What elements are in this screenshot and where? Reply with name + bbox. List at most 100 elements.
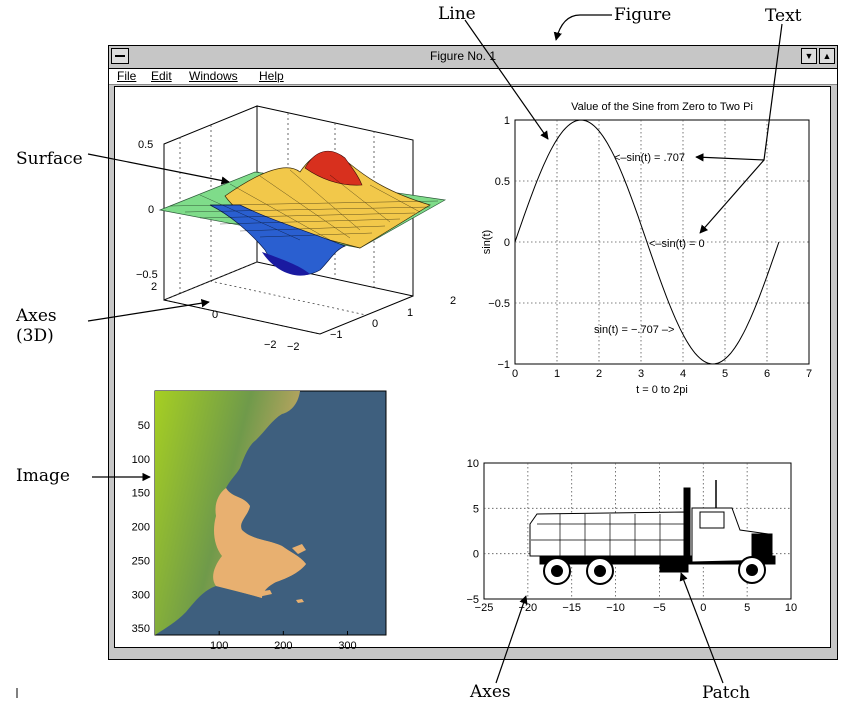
patch-x-tick: −10: [606, 602, 625, 614]
surface-mesh: [158, 150, 447, 276]
y-tick-label: 0: [212, 309, 218, 321]
truck-cab-window: [699, 511, 725, 529]
sine-x-tick: 4: [680, 368, 686, 380]
truck-patch: [529, 480, 776, 585]
y-tick-label: 2: [151, 281, 157, 293]
label-axes3d-1: Axes: [16, 306, 57, 326]
patch-x-tick: −5: [653, 602, 666, 614]
label-line: Line: [438, 4, 476, 24]
surface-axes-3d: 0.5 0 −0.5 2 0 −2 −2 −1 0 1 2: [136, 105, 456, 353]
patch-x-tick: 0: [700, 602, 706, 614]
surface-wireframe: [169, 169, 439, 241]
sine-xlabel: t = 0 to 2pi: [636, 384, 688, 396]
image-y-tick: 150: [132, 488, 150, 500]
truck-body-ribs: [531, 514, 684, 556]
menu-help[interactable]: Help: [259, 69, 284, 83]
x-tick-label: 2: [450, 295, 456, 307]
z-tick-label: 0.5: [138, 139, 153, 151]
patch-x-tick: −25: [475, 602, 494, 614]
sine-y-tick: 1: [504, 115, 510, 127]
arrow-line: [464, 19, 549, 140]
minimize-button[interactable]: ▼: [801, 48, 817, 64]
truck-fuel-tank: [659, 561, 689, 573]
sine-x-tick: 0: [512, 368, 518, 380]
maximize-button[interactable]: ▲: [819, 48, 835, 64]
sine-y-tick: 0: [504, 237, 510, 249]
sine-y-tick: −1: [497, 359, 510, 371]
truck-grille: [751, 533, 773, 561]
x-tick-label: −1: [330, 329, 343, 341]
arrow-text-2: [699, 159, 765, 234]
image-x-tick: 300: [338, 640, 356, 652]
image-y-tick: 200: [132, 522, 150, 534]
patch-y-tick: −5: [466, 594, 479, 606]
x-tick-label: −2: [287, 341, 300, 353]
menu-edit[interactable]: Edit: [151, 69, 172, 83]
label-axes: Axes: [470, 682, 511, 702]
menu-bar: File Edit Windows Help: [109, 69, 837, 85]
sine-x-tick: 1: [554, 368, 560, 380]
image-x-tick: 100: [210, 640, 228, 652]
sine-title: Value of the Sine from Zero to Two Pi: [571, 101, 753, 113]
image-axes: 100 200 300 50 100 150 200 250 300 350: [132, 390, 387, 652]
image-y-tick: 350: [132, 623, 150, 635]
sine-x-tick: 6: [764, 368, 770, 380]
system-menu-button[interactable]: [111, 48, 129, 64]
patch-y-tick: 10: [467, 458, 479, 470]
sine-x-tick: 2: [596, 368, 602, 380]
arrow-patch: [679, 572, 724, 684]
window-title: Figure No. 1: [429, 49, 497, 63]
patch-y-tick: 0: [473, 549, 479, 561]
sine-annotation-zero: <–sin(t) = 0: [649, 238, 705, 250]
image-y-tick: 300: [132, 589, 150, 601]
sine-y-tick: 0.5: [495, 176, 510, 188]
arrow-figure: [553, 14, 612, 41]
label-patch: Patch: [702, 683, 751, 703]
title-bar[interactable]: Figure No. 1 ▼ ▲: [109, 46, 837, 69]
patch-x-tick: 10: [785, 602, 797, 614]
annotation-arrows: [87, 14, 783, 684]
label-image: Image: [16, 466, 70, 486]
arrow-axes: [495, 595, 528, 684]
image-x-tick: 200: [274, 640, 292, 652]
truck-chassis: [539, 555, 776, 565]
arrow-surface: [87, 153, 230, 185]
patch-y-tick: 5: [473, 503, 479, 515]
x-tick-label: 1: [407, 307, 413, 319]
sine-x-tick: 5: [722, 368, 728, 380]
arrow-axes3d: [87, 299, 210, 322]
patch-x-tick: 5: [744, 602, 750, 614]
patch-x-tick: −15: [562, 602, 581, 614]
label-text: Text: [765, 6, 802, 26]
sine-y-tick: −0.5: [488, 298, 510, 310]
sine-ylabel: sin(t): [481, 230, 493, 254]
image-island: [256, 544, 306, 603]
truck-dump-body: [529, 511, 685, 557]
surface-floor-edge: [163, 295, 414, 335]
surface-valley: [209, 204, 346, 275]
label-surface: Surface: [16, 149, 83, 169]
image-y-tick: 100: [132, 454, 150, 466]
truck-exhaust: [683, 487, 691, 559]
sine-grid: [515, 120, 809, 364]
surface-valley-bottom: [262, 252, 310, 276]
surface-peak-top: [304, 150, 363, 186]
y-tick-label: −2: [264, 339, 277, 351]
menu-windows[interactable]: Windows: [189, 69, 238, 83]
sine-axes: 0 1 2 3 4 5 6 7 1 0.5 0 −0.5 −1 Value of the Sine fr…: [481, 101, 812, 396]
truck-wheels: [543, 556, 766, 585]
sine-annotation-max: <–sin(t) = .707: [614, 152, 685, 164]
z-tick-label: −0.5: [136, 269, 158, 281]
sine-x-tick: 3: [638, 368, 644, 380]
label-axes3d-2: (3D): [16, 326, 54, 346]
image-y-tick: 250: [132, 555, 150, 567]
sine-x-tick: 7: [806, 368, 812, 380]
label-figure: Figure: [614, 5, 672, 25]
x-tick-label: 0: [372, 318, 378, 330]
menu-file[interactable]: File: [117, 69, 137, 83]
sine-annotation-min: sin(t) = −.707 –>: [594, 324, 674, 336]
image-y-tick: 50: [138, 420, 150, 432]
z-tick-label: 0: [148, 204, 154, 216]
